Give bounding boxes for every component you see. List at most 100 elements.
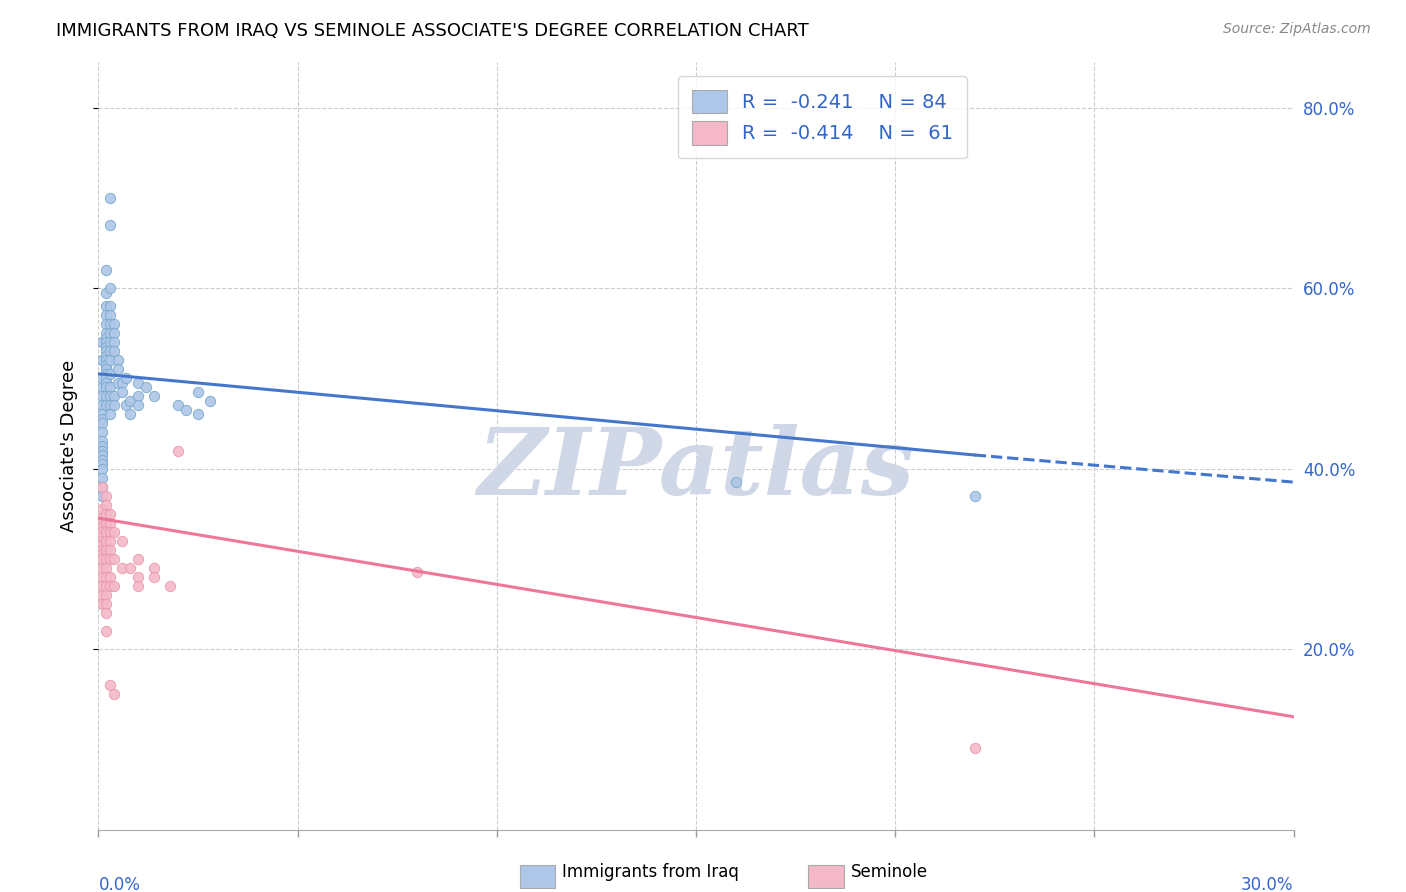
Point (96, 299, 118, 313)
Point (91, 461, 114, 475)
Point (98, 299, 122, 313)
Point (96, 335, 118, 350)
Point (724, 475, 747, 489)
Point (91, 579, 114, 593)
Point (96, 579, 118, 593)
Point (91, 588, 114, 602)
Point (103, 524, 125, 539)
Point (91, 443, 114, 458)
Point (98, 524, 122, 539)
Point (96, 561, 118, 575)
Point (96, 489, 118, 503)
Point (120, 561, 142, 575)
Point (127, 398, 149, 412)
Point (96, 263, 118, 277)
Point (98, 344, 122, 359)
Point (91, 417, 114, 431)
Point (91, 542, 114, 557)
Point (96, 624, 118, 638)
Text: 0.0%: 0.0% (98, 876, 141, 892)
Point (111, 384, 134, 399)
Point (107, 376, 129, 390)
Point (96, 376, 118, 390)
Point (96, 344, 118, 359)
Point (91, 480, 114, 494)
Point (96, 308, 118, 322)
Point (96, 398, 118, 412)
Point (96, 353, 118, 368)
Point (187, 408, 209, 422)
Point (96, 570, 118, 584)
Point (91, 489, 114, 503)
Point (103, 389, 125, 403)
Point (174, 403, 197, 417)
Point (91, 551, 114, 566)
Point (91, 511, 114, 525)
Point (96, 362, 118, 376)
Point (91, 480, 114, 494)
Text: ZIPatlas: ZIPatlas (478, 424, 914, 514)
Point (127, 570, 149, 584)
Point (96, 524, 118, 539)
Point (96, 371, 118, 385)
Point (91, 434, 114, 449)
Point (91, 380, 114, 394)
Point (127, 579, 149, 593)
Point (96, 588, 118, 602)
Point (107, 362, 129, 376)
Point (98, 398, 122, 412)
Point (91, 439, 114, 453)
Point (103, 326, 125, 341)
Point (98, 551, 122, 566)
Point (96, 349, 118, 363)
Point (98, 281, 122, 295)
Point (96, 389, 118, 403)
Text: Immigrants from Iraq: Immigrants from Iraq (562, 863, 740, 881)
Point (98, 516, 122, 530)
Point (103, 579, 125, 593)
Point (98, 678, 122, 692)
Point (167, 443, 190, 458)
Text: 30.0%: 30.0% (1241, 876, 1294, 892)
Point (91, 353, 114, 368)
Point (127, 376, 149, 390)
Point (91, 408, 114, 422)
Point (103, 335, 125, 350)
Point (98, 389, 122, 403)
Point (120, 408, 142, 422)
Point (98, 218, 122, 232)
Point (91, 529, 114, 543)
Point (91, 516, 114, 530)
Point (96, 516, 118, 530)
Point (96, 367, 118, 381)
Point (115, 398, 138, 412)
Point (96, 542, 118, 557)
Point (91, 538, 114, 552)
Point (143, 561, 166, 575)
Point (96, 597, 118, 611)
Point (91, 520, 114, 534)
Point (91, 452, 114, 467)
Point (111, 376, 134, 390)
Point (91, 597, 114, 611)
Point (91, 335, 114, 350)
Point (96, 340, 118, 354)
Point (98, 408, 122, 422)
Point (96, 498, 118, 512)
Point (103, 687, 125, 701)
Point (111, 561, 134, 575)
Point (103, 317, 125, 331)
Point (187, 384, 209, 399)
Point (103, 551, 125, 566)
Point (98, 507, 122, 521)
Point (98, 353, 122, 368)
Point (107, 353, 129, 368)
Point (96, 358, 118, 372)
Point (96, 380, 118, 394)
Point (91, 389, 114, 403)
Point (96, 326, 118, 341)
Point (96, 285, 118, 300)
Point (91, 448, 114, 462)
Point (98, 533, 122, 548)
Point (406, 566, 429, 580)
